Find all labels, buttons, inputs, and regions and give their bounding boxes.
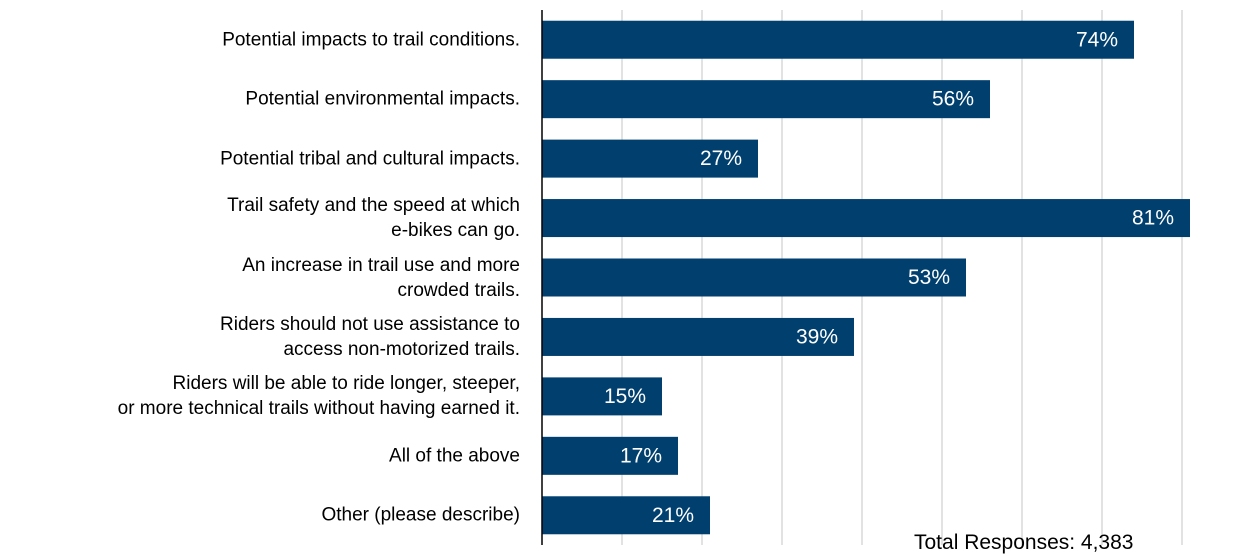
- category-label: All of the above: [389, 445, 520, 467]
- value-label: 74%: [1076, 28, 1118, 51]
- value-label: 39%: [796, 325, 838, 348]
- category-label: Riders should not use assistance to acce…: [220, 313, 520, 360]
- category-label: Potential impacts to trail conditions.: [222, 29, 520, 51]
- bar: [542, 436, 678, 475]
- bar: [542, 377, 662, 416]
- category-label: Potential environmental impacts.: [245, 88, 520, 110]
- value-label: 53%: [908, 266, 950, 289]
- bar: [542, 258, 966, 297]
- bar: [542, 139, 758, 178]
- category-label: An increase in trail use and more crowde…: [242, 254, 520, 301]
- bar: [542, 80, 990, 119]
- bar: [542, 199, 1190, 238]
- bar: [542, 496, 710, 535]
- value-label: 56%: [932, 88, 974, 111]
- value-label: 27%: [700, 147, 742, 170]
- category-label: Other (please describe): [321, 504, 520, 526]
- value-label: 81%: [1132, 207, 1174, 230]
- value-label: 17%: [620, 444, 662, 467]
- value-label: 21%: [652, 504, 694, 527]
- value-label: 15%: [604, 385, 646, 408]
- total-responses-note: Total Responses: 4,383: [914, 531, 1134, 554]
- bar: [542, 317, 854, 356]
- bar: [542, 20, 1134, 59]
- category-label: Potential tribal and cultural impacts.: [220, 148, 520, 170]
- category-label: Trail safety and the speed at which e-bi…: [227, 195, 520, 242]
- category-label: Riders will be able to ride longer, stee…: [117, 373, 520, 420]
